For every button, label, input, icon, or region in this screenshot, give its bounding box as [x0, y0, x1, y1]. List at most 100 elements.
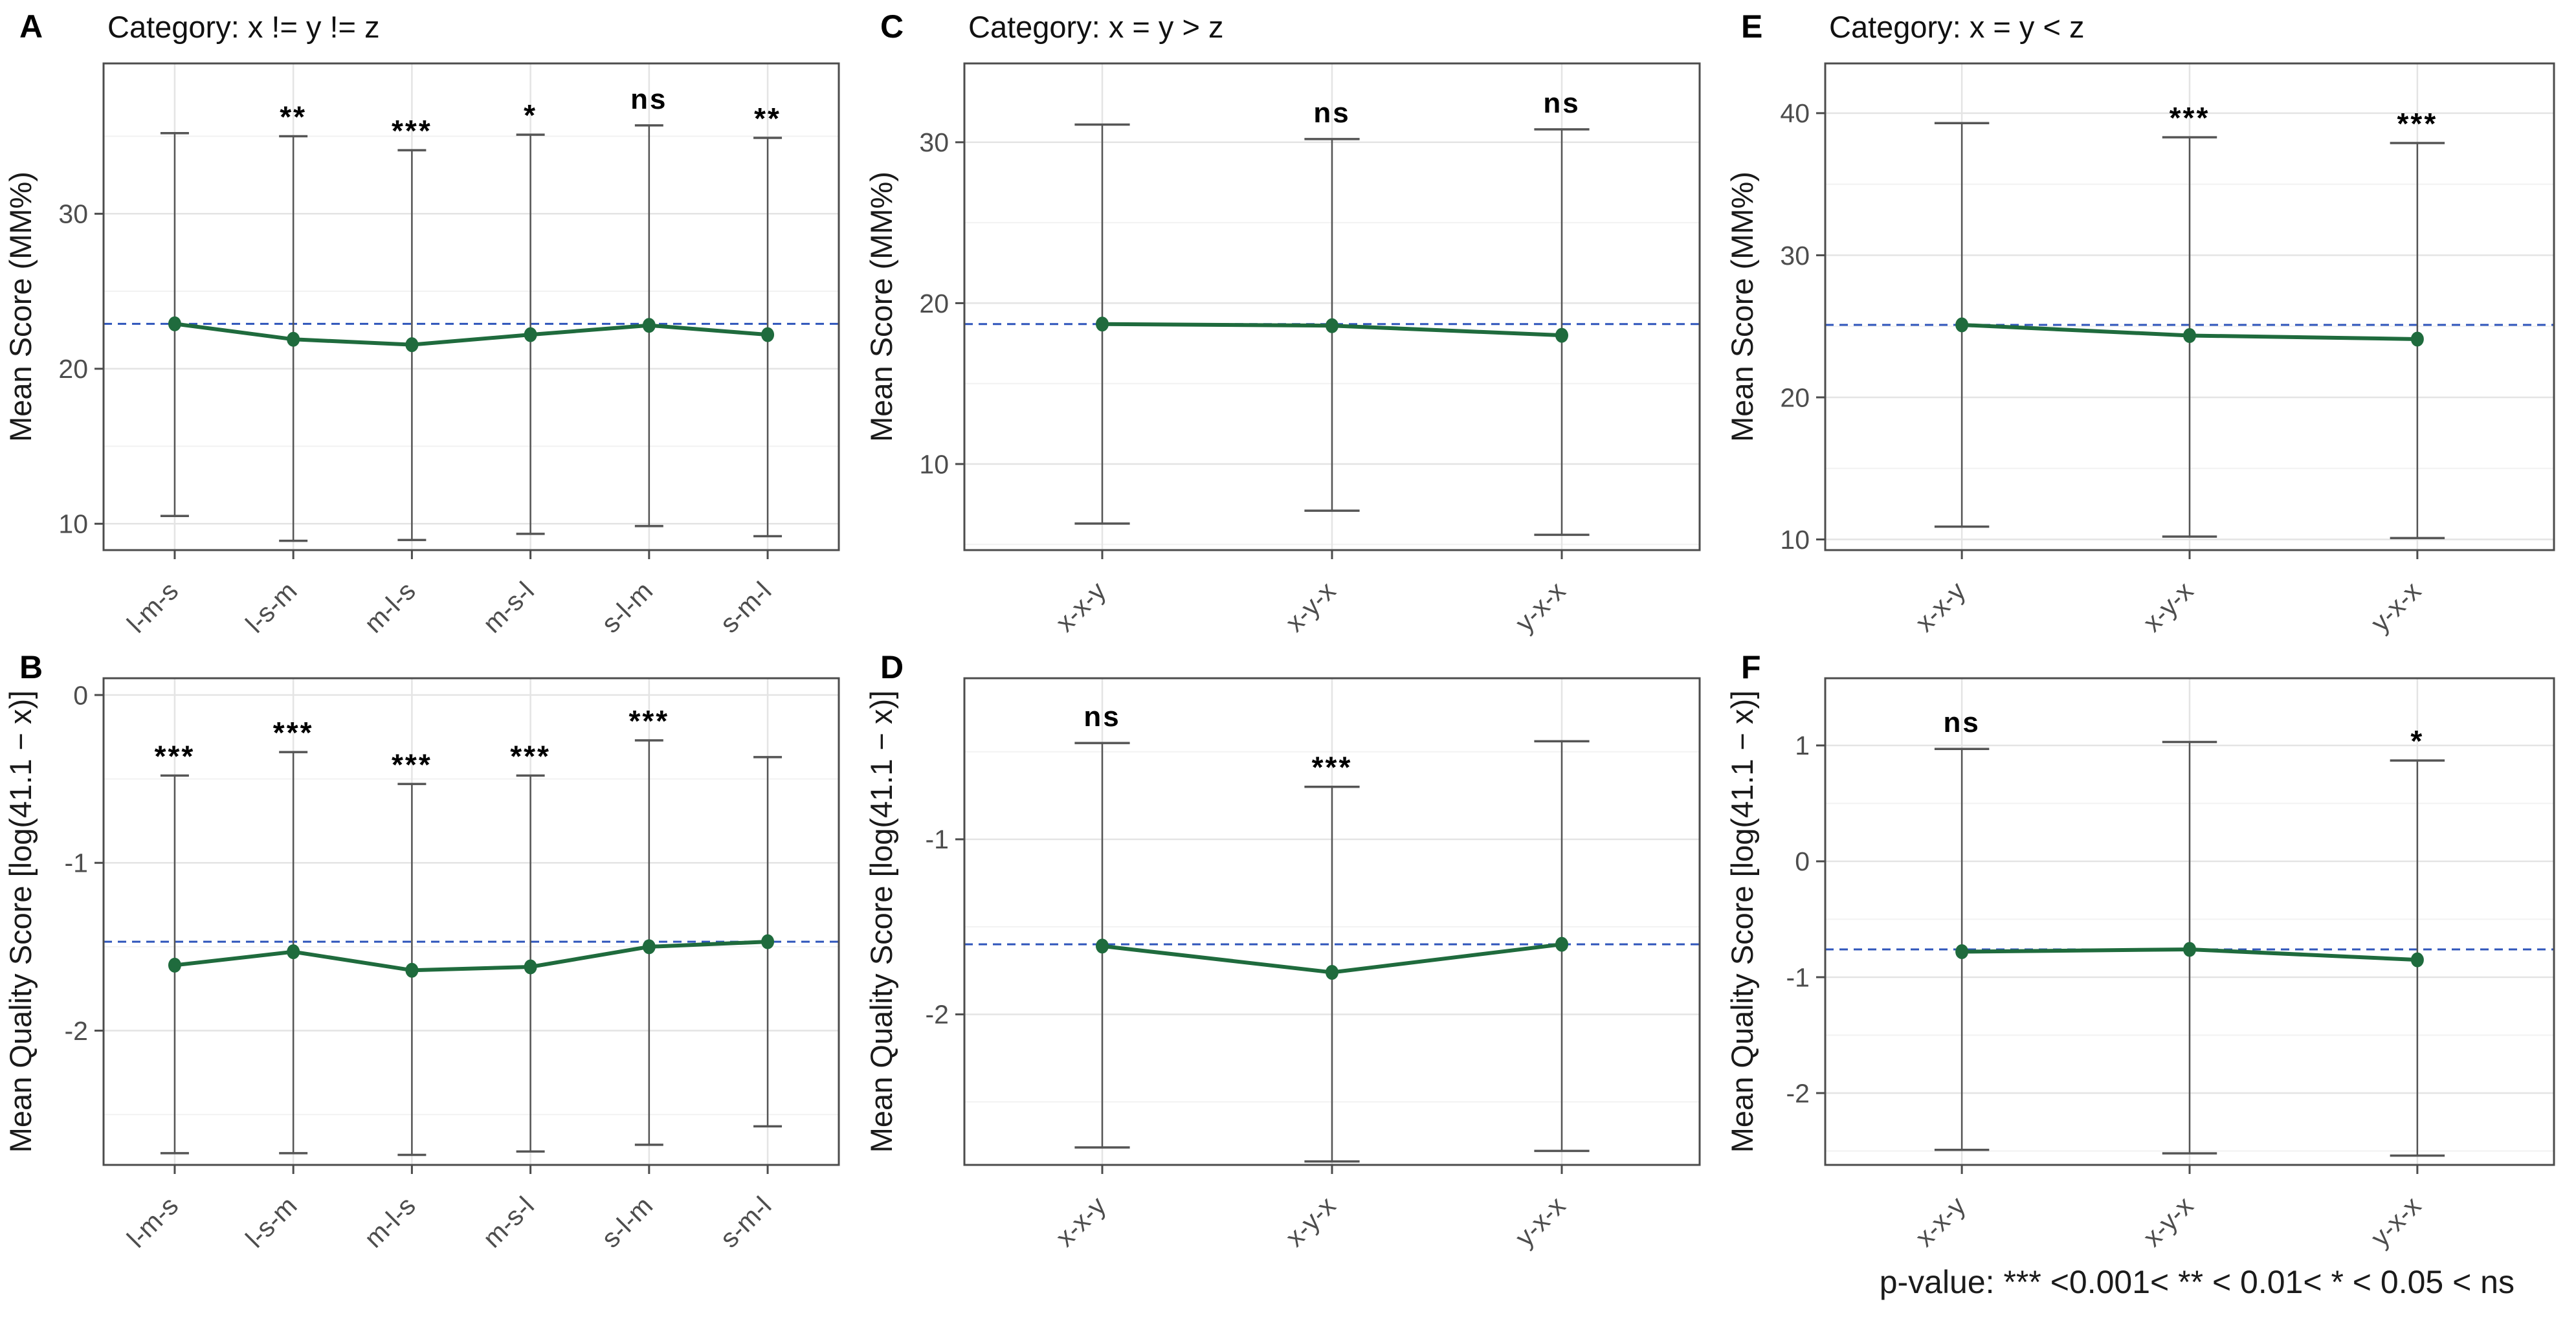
x-tick-label: y-x-x: [2365, 575, 2427, 637]
data-point: [1096, 938, 1109, 954]
panel-a: A Category: x != y != z ** *** * ns ** 10 20 30…: [0, 0, 861, 647]
x-tick-label: x-x-y: [1909, 1190, 1971, 1252]
pvalue-legend: p-value: *** <0.001< ** < 0.01< * < 0.05…: [1879, 1264, 2515, 1300]
data-point: [2410, 952, 2424, 968]
panel-c-plot: ns ns 10 20 30 x-x-y x-y-x y-x-x Mean Score (MM%…: [864, 62, 1701, 637]
y-tick-label: 30: [1780, 241, 1810, 271]
y-tick-label: -1: [1786, 962, 1810, 992]
x-tick-label: y-x-x: [2365, 1190, 2427, 1252]
significance-label: ***: [1312, 751, 1353, 784]
data-point: [524, 959, 537, 975]
significance-label: ***: [155, 739, 195, 773]
significance-label: ***: [2397, 107, 2438, 140]
x-tick-label: y-x-x: [1509, 1190, 1571, 1252]
data-point: [2183, 942, 2196, 957]
panel-letter: B: [19, 649, 43, 685]
significance-label: ***: [510, 739, 551, 773]
x-tick-label: l-m-s: [121, 1191, 184, 1254]
panel-c: C Category: x = y > z ns ns 10 20 30 x-x-y x-y…: [861, 0, 1722, 647]
y-tick-label: 10: [1780, 525, 1810, 555]
data-point: [168, 316, 181, 331]
x-tick-label: m-l-s: [359, 1191, 421, 1254]
data-point: [168, 957, 181, 973]
significance-label: **: [280, 100, 307, 134]
significance-label: *: [2410, 724, 2424, 758]
x-tick-label: m-s-l: [477, 1191, 540, 1254]
panel-a-header: A Category: x != y != z: [0, 0, 861, 58]
panel-f: F ns * 1 0 -1 -2 x-x-y x-y-x y-x-x Mean Quality S…: [1722, 647, 2576, 1328]
data-point: [405, 337, 419, 353]
panel-letter: C: [880, 8, 904, 45]
x-tick-label: m-s-l: [477, 576, 540, 639]
x-tick-label: m-l-s: [359, 576, 421, 639]
panel-e-header: E Category: x = y < z: [1722, 0, 2576, 58]
y-tick-label: -2: [926, 1000, 949, 1030]
significance-label: **: [754, 102, 781, 135]
data-point: [1326, 318, 1338, 333]
panel-d: D ns *** -1 -2 x-x-y x-y-x y-x-x Mean Quality S…: [861, 647, 1722, 1328]
panel-b: B *** *** *** *** *** 0 -1 -2 l-m-s l-s-m m-l-s m-s…: [0, 647, 861, 1328]
y-tick-label: 0: [1795, 847, 1810, 876]
panel-title: Category: x = y > z: [968, 10, 1224, 44]
data-point: [1955, 944, 1969, 960]
significance-label: ns: [1083, 701, 1120, 733]
y-axis-title: Mean Score (MM%): [1725, 172, 1759, 442]
data-point: [1955, 317, 1969, 333]
y-tick-label: 20: [1780, 382, 1810, 412]
x-tick-label: x-y-x: [1280, 1190, 1342, 1252]
data-point: [405, 962, 419, 978]
y-tick-label: 20: [58, 354, 88, 384]
panel-f-header: F: [1722, 647, 2576, 685]
x-tick-label: s-m-l: [714, 1191, 777, 1254]
data-point: [524, 327, 537, 342]
series-line: [174, 322, 768, 347]
x-tick-label: x-x-y: [1050, 575, 1112, 637]
y-tick-label: 0: [73, 680, 88, 710]
significance-label: ns: [1943, 707, 1980, 738]
y-tick-label: 10: [58, 509, 88, 539]
significance-label: ***: [628, 704, 669, 738]
y-axis-title: Mean Quality Score [log(41.1 − x)]: [1725, 691, 1759, 1153]
y-tick-label: 30: [58, 199, 88, 229]
y-tick-label: 1: [1795, 731, 1810, 760]
panel-e: E Category: x = y < z *** *** 10 20 30 40 x-x-…: [1722, 0, 2576, 647]
y-tick-label: -1: [926, 824, 949, 854]
data-point: [287, 331, 300, 347]
y-tick-label: 10: [919, 449, 949, 479]
panel-letter: F: [1741, 649, 1761, 685]
panel-letter: A: [19, 8, 43, 45]
panel-letter: E: [1741, 8, 1763, 45]
data-point: [1096, 316, 1109, 332]
y-tick-label: -2: [65, 1016, 88, 1046]
significance-label: ***: [392, 114, 432, 148]
y-tick-label: 40: [1780, 98, 1810, 128]
x-tick-label: x-x-y: [1909, 575, 1971, 637]
significance-label: ***: [273, 716, 314, 749]
x-tick-label: s-l-m: [595, 576, 658, 639]
y-tick-label: 30: [919, 127, 949, 157]
data-point: [2410, 331, 2424, 347]
panel-c-header: C Category: x = y > z: [861, 0, 1722, 58]
panel-b-plot: *** *** *** *** *** 0 -1 -2 l-m-s l-s-m m-l-s m-s-l…: [3, 677, 840, 1254]
panel-d-plot: ns *** -1 -2 x-x-y x-y-x y-x-x Mean Quality Sco…: [864, 677, 1701, 1252]
x-tick-label: x-y-x: [2137, 1190, 2199, 1252]
data-point: [2183, 327, 2196, 343]
y-axis-title: Mean Score (MM%): [864, 172, 898, 442]
x-tick-label: x-y-x: [1280, 575, 1342, 637]
data-point: [1555, 327, 1568, 343]
series-line: [174, 940, 768, 973]
x-tick-label: l-s-m: [240, 1191, 303, 1254]
x-tick-label: x-x-y: [1050, 1190, 1112, 1252]
panel-f-plot: ns * 1 0 -1 -2 x-x-y x-y-x y-x-x Mean Quality Sco…: [1725, 677, 2555, 1252]
data-point: [1555, 936, 1568, 952]
panel-title: Category: x != y != z: [107, 10, 380, 44]
data-point: [1326, 964, 1338, 980]
panel-d-header: D: [861, 647, 1722, 685]
panel-border: [102, 677, 840, 1166]
y-axis-title: Mean Quality Score [log(41.1 − x)]: [3, 691, 38, 1153]
y-tick-label: -2: [1786, 1078, 1810, 1108]
data-point: [642, 939, 656, 955]
data-point: [287, 944, 300, 960]
panel-b-header: B: [0, 647, 861, 685]
